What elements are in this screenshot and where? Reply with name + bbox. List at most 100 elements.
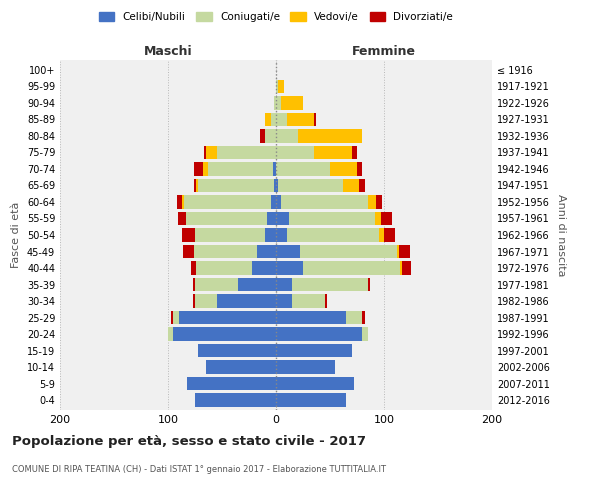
Bar <box>368 278 370 291</box>
Bar <box>260 129 265 142</box>
Bar <box>400 261 403 275</box>
Bar <box>168 328 173 341</box>
Bar <box>359 178 365 192</box>
Bar <box>252 261 276 275</box>
Bar <box>314 112 316 126</box>
Bar <box>182 195 184 209</box>
Bar <box>362 311 365 324</box>
Bar <box>265 228 276 242</box>
Bar <box>276 129 298 142</box>
Bar <box>268 212 276 226</box>
Bar <box>276 344 352 358</box>
Bar <box>379 228 384 242</box>
Bar <box>184 195 271 209</box>
Bar <box>176 195 182 209</box>
Bar <box>193 294 195 308</box>
Bar <box>276 146 314 159</box>
Bar <box>276 162 330 175</box>
Bar <box>195 278 238 291</box>
Bar <box>287 112 314 126</box>
Bar <box>343 178 359 192</box>
Bar <box>195 294 217 308</box>
Bar <box>276 360 335 374</box>
Bar <box>276 80 278 93</box>
Bar <box>376 212 381 226</box>
Bar <box>300 244 397 258</box>
Bar <box>303 261 400 275</box>
Bar <box>399 244 410 258</box>
Bar <box>265 129 276 142</box>
Bar <box>276 178 278 192</box>
Bar <box>278 178 343 192</box>
Bar <box>271 195 276 209</box>
Bar <box>203 162 208 175</box>
Bar <box>276 228 287 242</box>
Bar <box>274 178 276 192</box>
Bar <box>274 96 276 110</box>
Bar <box>276 244 300 258</box>
Bar <box>276 394 346 407</box>
Bar <box>276 195 281 209</box>
Bar <box>257 244 276 258</box>
Bar <box>187 212 268 226</box>
Bar <box>276 311 346 324</box>
Bar <box>276 278 292 291</box>
Bar <box>276 112 287 126</box>
Bar <box>384 228 395 242</box>
Bar <box>325 294 327 308</box>
Bar <box>314 146 352 159</box>
Bar <box>397 244 399 258</box>
Bar <box>276 212 289 226</box>
Bar <box>281 195 368 209</box>
Bar <box>357 162 362 175</box>
Bar <box>368 195 376 209</box>
Bar <box>179 311 276 324</box>
Bar <box>187 377 276 390</box>
Bar <box>217 294 276 308</box>
Bar <box>217 146 276 159</box>
Bar <box>194 178 196 192</box>
Text: Maschi: Maschi <box>143 46 193 59</box>
Bar <box>287 228 379 242</box>
Bar <box>276 328 362 341</box>
Bar <box>191 261 196 275</box>
Bar <box>330 162 357 175</box>
Bar <box>195 394 276 407</box>
Y-axis label: Fasce di età: Fasce di età <box>11 202 21 268</box>
Bar <box>196 178 198 192</box>
Bar <box>292 278 368 291</box>
Bar <box>198 344 276 358</box>
Bar <box>271 112 276 126</box>
Bar <box>265 112 271 126</box>
Bar <box>194 244 257 258</box>
Bar <box>173 328 276 341</box>
Bar <box>238 278 276 291</box>
Bar <box>193 278 195 291</box>
Bar <box>381 212 392 226</box>
Bar <box>276 261 303 275</box>
Bar <box>281 96 303 110</box>
Text: COMUNE DI RIPA TEATINA (CH) - Dati ISTAT 1° gennaio 2017 - Elaborazione TUTTITAL: COMUNE DI RIPA TEATINA (CH) - Dati ISTAT… <box>12 465 386 474</box>
Text: Popolazione per età, sesso e stato civile - 2017: Popolazione per età, sesso e stato civil… <box>12 435 366 448</box>
Legend: Celibi/Nubili, Coniugati/e, Vedovi/e, Divorziati/e: Celibi/Nubili, Coniugati/e, Vedovi/e, Di… <box>95 8 457 26</box>
Bar <box>376 195 382 209</box>
Bar <box>178 212 187 226</box>
Bar <box>403 261 411 275</box>
Bar <box>196 261 252 275</box>
Bar <box>276 377 354 390</box>
Y-axis label: Anni di nascita: Anni di nascita <box>556 194 566 276</box>
Bar <box>208 162 273 175</box>
Bar <box>352 146 357 159</box>
Bar <box>289 212 376 226</box>
Bar <box>203 146 206 159</box>
Bar <box>194 162 203 175</box>
Bar <box>206 146 217 159</box>
Bar <box>182 228 195 242</box>
Bar <box>276 96 281 110</box>
Bar <box>206 360 276 374</box>
Bar <box>278 80 284 93</box>
Bar <box>362 328 368 341</box>
Bar <box>183 244 194 258</box>
Bar <box>173 311 179 324</box>
Bar <box>292 294 325 308</box>
